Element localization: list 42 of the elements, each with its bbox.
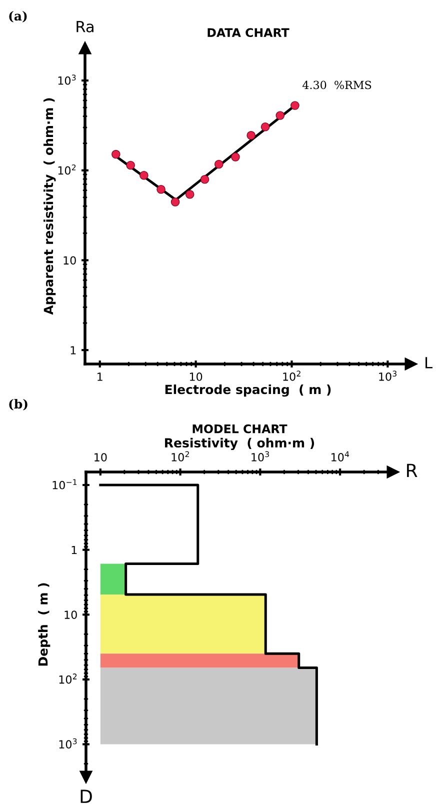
chart-title: DATA CHART — [208, 28, 290, 38]
point — [290, 101, 300, 110]
point — [156, 184, 166, 194]
point — [276, 111, 285, 120]
y-tick-label: 10$^{3}$ — [59, 738, 77, 749]
text: D — [80, 790, 92, 803]
y-tick-label: 10$^{2}$ — [58, 164, 76, 175]
text: R — [407, 464, 418, 477]
x-tick-label: 1 — [98, 372, 102, 381]
x-tick-label: 10$^{3}$ — [252, 451, 269, 462]
chart-title: MODEL CHART — [192, 424, 288, 434]
y-tick-label: 10 — [64, 256, 76, 265]
text: (a) — [9, 10, 27, 22]
point — [246, 130, 256, 140]
y-tick-label: 1 — [70, 346, 76, 354]
point — [200, 174, 210, 184]
x-tick-label: 10 — [190, 372, 202, 381]
y-tick-label: 1 — [72, 546, 77, 554]
text: (b) — [9, 398, 28, 410]
y-axis-title: Depth ( m ) — [38, 583, 50, 666]
text: L — [426, 357, 432, 368]
point — [170, 198, 180, 206]
point — [185, 190, 194, 199]
y-tick-label: 10$^{3}$ — [58, 74, 76, 85]
x-tick-label: 10$^{2}$ — [172, 451, 189, 462]
x-tick-label: 10$^{4}$ — [332, 451, 350, 462]
point — [126, 160, 135, 170]
x-axis-title: Electrode spacing ( m ) — [165, 384, 331, 397]
x-tick-label: 10$^{2}$ — [283, 370, 300, 381]
point — [140, 170, 148, 180]
y-tick-label: 10 — [64, 610, 77, 620]
y-tick-label: 10$^{2}$ — [59, 674, 77, 684]
point — [112, 150, 120, 159]
text: Ra — [76, 21, 94, 32]
point — [231, 152, 240, 162]
y-axis-title: Apparent resistivity ( ohm·m ) — [44, 98, 56, 315]
x-tick-label: 10$^{3}$ — [379, 370, 396, 381]
y-tick-label: 10$^{−1}$ — [52, 479, 77, 490]
point — [260, 122, 270, 132]
x-axis-title: Resistivity ( ohm·m ) — [165, 438, 314, 450]
annotation: 4.30 %RMS — [302, 80, 372, 90]
x-tick-label: 10 — [94, 453, 107, 462]
